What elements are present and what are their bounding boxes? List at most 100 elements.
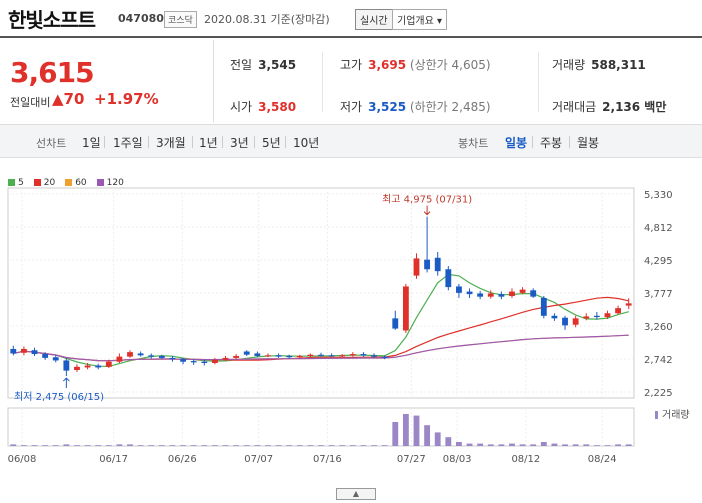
candle-daily[interactable]: 일봉 [505,136,528,150]
volume-bar [243,445,250,446]
company-overview-dropdown[interactable]: 기업개요 ▾ [392,9,447,30]
stat-low-value: 3,525 [368,100,407,114]
stats-panel: 전일 3,545 고가 3,695 (상한가 4,605) 거래량 588,311 시… [214,40,702,122]
candle-body [63,360,70,371]
divider [254,136,255,148]
legend-ma120-label: 120 [106,178,124,188]
candle-body [562,317,568,326]
stat-lower-limit: (하한가 2,485) [409,100,491,114]
candle-body [318,354,324,356]
volume-bar [593,445,600,446]
candle-monthly[interactable]: 월봉 [577,136,600,150]
stat-low: 저가 3,525 (하한가 2,485) [340,98,491,115]
chart-scroll-handle[interactable]: ▲ [336,488,376,500]
y-tick-label: 5,330 [644,190,673,201]
candle-body [583,316,590,319]
stat-volume-label: 거래량 [552,58,586,72]
stat-prev: 전일 3,545 [230,56,296,73]
volume-bar [10,444,17,446]
candle-body [339,355,346,357]
legend-ma5: 5 [8,178,24,188]
candle-body [402,286,409,331]
period-3y[interactable]: 3년 [230,136,249,150]
volume-bar [583,444,590,446]
volume-bar [572,444,579,446]
period-5y[interactable]: 5년 [262,136,281,150]
divider [532,136,533,148]
ma-legend: 5 20 60 120 [8,178,124,188]
candle-body [466,291,473,295]
candle-body [52,357,59,361]
candle-body [265,355,271,357]
volume-axis-label: 거래량 [662,409,690,421]
candle-body [169,357,176,360]
candle-body [296,355,303,358]
volume-bar [551,443,558,446]
candle-body [413,258,420,276]
volume-bar [180,445,186,446]
volume-bar [402,414,409,446]
candle-body [371,355,377,357]
volume-bar [392,422,399,446]
candle-weekly[interactable]: 주봉 [540,136,563,150]
legend-ma5-label: 5 [18,178,24,188]
candle-body [530,290,537,297]
legend-ma20-label: 20 [43,178,56,188]
volume-plot-frame [7,407,635,447]
candle-body [74,366,80,370]
market-badge: 코스닥 [164,11,197,28]
volume-bar [31,445,38,446]
candle-body [84,365,91,368]
stat-open: 시가 3,580 [230,98,296,115]
legend-ma60-label: 60 [75,178,87,188]
volume-bar [604,445,611,446]
candle-body [381,356,388,358]
candle-body [275,355,282,357]
period-1y[interactable]: 1년 [199,136,218,150]
stat-prev-value: 3,545 [258,58,297,72]
volume-bar [349,445,356,446]
stat-open-value: 3,580 [258,100,297,114]
low-arrow [63,377,70,389]
candle-body [10,348,17,354]
period-1d[interactable]: 1일 [82,136,101,150]
volume-bar [381,445,388,446]
stat-low-label: 저가 [340,100,363,114]
volume-bar [95,445,102,446]
candle-body [243,351,250,355]
period-toolbar: 선차트 1일 1주일 3개월 1년 3년 5년 10년 봉차트 일봉 주봉 월봉 [0,124,702,158]
line-chart-label: 선차트 [36,137,67,150]
candle-body [456,286,462,293]
volume-bar [20,445,27,446]
high-arrow [423,205,431,216]
stat-volume-value: 588,311 [591,58,646,72]
volume-bar [286,445,293,446]
volume-bar [254,445,261,446]
volume-bar [339,445,346,446]
candle-body [551,315,558,319]
y-tick-label: 2,225 [644,388,673,399]
x-tick-label: 06/26 [168,454,197,465]
volume-bar [424,425,431,446]
period-10y[interactable]: 10년 [293,136,320,150]
candle-body [190,361,197,363]
volume-bar [137,445,144,446]
x-tick-label: 08/03 [443,454,472,465]
volume-bar [105,445,112,446]
price-summary: 3,615 전일대비 ▲70 +1.97% [0,40,214,122]
change-label: 전일대비 [10,96,51,109]
period-1w[interactable]: 1주일 [113,136,143,150]
candle-body [233,355,240,358]
candle-body [487,293,494,297]
candle-body [286,355,293,358]
stat-amount-label: 거래대금 [552,100,597,114]
volume-bar [307,445,314,446]
candle-body [211,359,218,363]
candle-body [137,353,144,356]
period-3m[interactable]: 3개월 [156,136,186,150]
candle-body [31,350,38,355]
realtime-button[interactable]: 실시간 [355,9,393,30]
candle-body [445,269,452,288]
volume-bar [625,444,632,446]
divider [569,136,570,148]
